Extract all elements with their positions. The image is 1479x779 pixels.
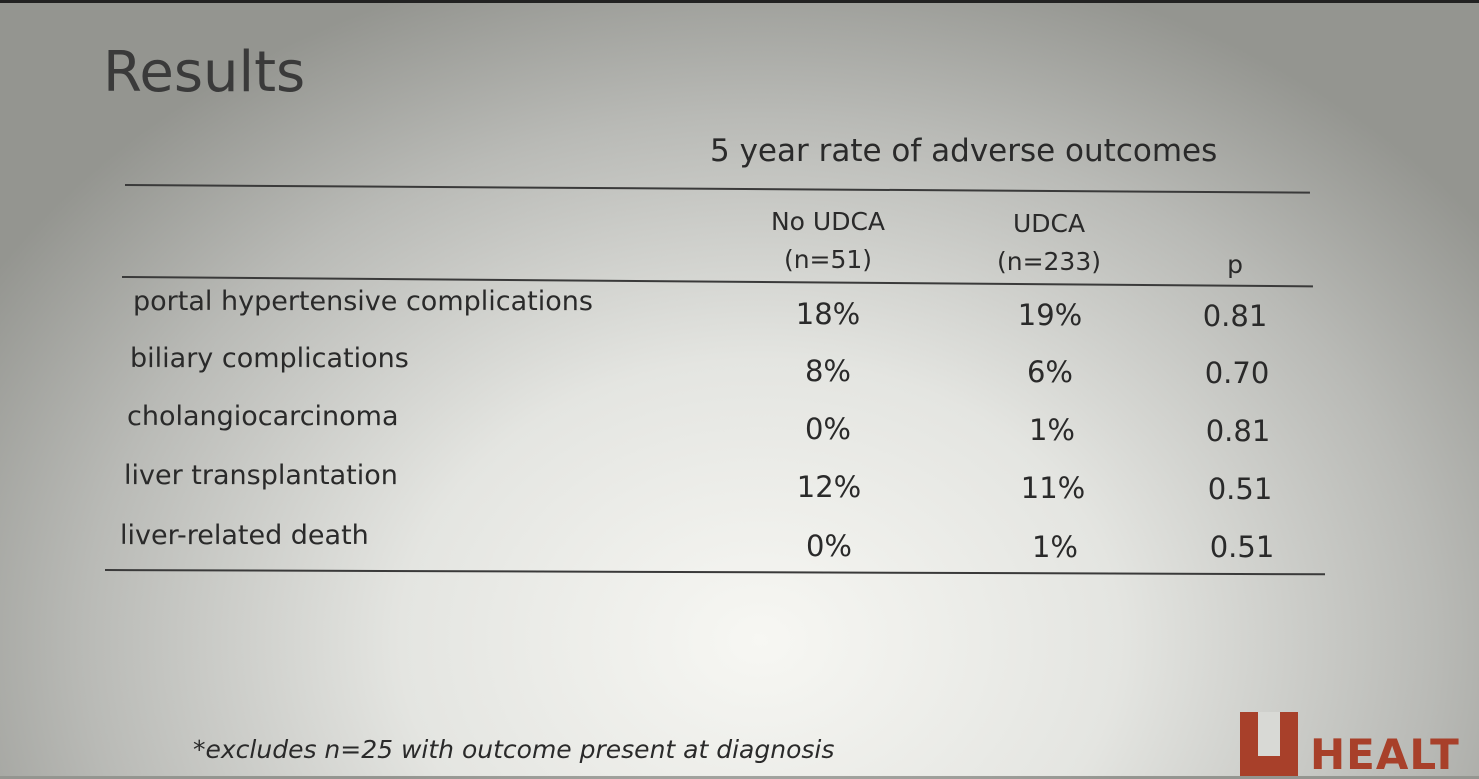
- header-no-udca: No UDCA: [770, 207, 886, 236]
- cell-udca: 1%: [1028, 413, 1075, 447]
- cell-udca: 19%: [1017, 298, 1083, 332]
- row-label: liver-related death: [120, 520, 369, 551]
- cell-p: 0.70: [1204, 356, 1270, 390]
- cell-udca: 1%: [1031, 530, 1078, 564]
- slide-title: Results: [103, 40, 306, 105]
- row-label: portal hypertensive complications: [133, 286, 593, 317]
- cell-p: 0.81: [1205, 414, 1271, 448]
- header-no-udca-n: (n=51): [783, 245, 873, 274]
- university-health-logo: HEALT: [1240, 712, 1460, 776]
- cell-no-udca: 0%: [805, 529, 852, 563]
- cell-no-udca: 12%: [796, 470, 862, 504]
- cell-udca: 6%: [1026, 355, 1073, 389]
- u-dna-logo-icon: [1240, 712, 1298, 776]
- cell-udca: 11%: [1020, 471, 1086, 505]
- cell-no-udca: 0%: [804, 412, 851, 446]
- row-label: biliary complications: [130, 343, 409, 374]
- row-label: liver transplantation: [124, 460, 398, 491]
- top-rule: [124, 184, 1310, 194]
- header-udca: UDCA: [1012, 209, 1086, 238]
- table-caption: 5 year rate of adverse outcomes: [710, 133, 1218, 169]
- bottom-rule: [104, 569, 1325, 576]
- header-p: p: [1227, 250, 1243, 279]
- cell-no-udca: 18%: [795, 297, 861, 331]
- cell-p: 0.51: [1209, 530, 1275, 564]
- cell-no-udca: 8%: [804, 354, 851, 388]
- row-label: cholangiocarcinoma: [127, 401, 399, 432]
- cell-p: 0.81: [1202, 299, 1268, 333]
- photo-top-edge: [0, 0, 1479, 3]
- header-udca-n: (n=233): [996, 247, 1102, 276]
- cell-p: 0.51: [1207, 472, 1273, 506]
- logo-text: HEALT: [1310, 730, 1460, 779]
- footnote: *excludes n=25 with outcome present at d…: [193, 735, 835, 764]
